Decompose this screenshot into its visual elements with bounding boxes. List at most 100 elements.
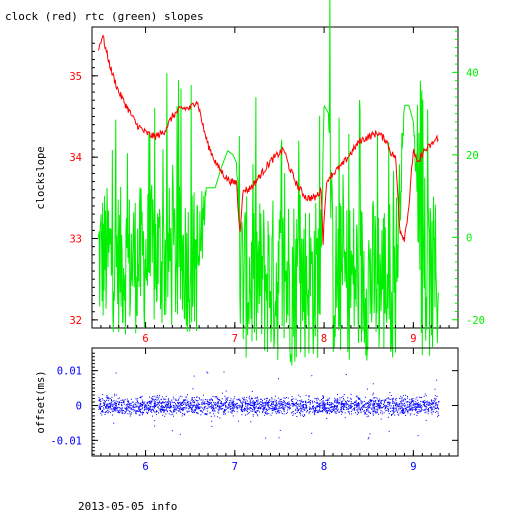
offset-point <box>272 407 274 409</box>
offset-point <box>326 411 328 413</box>
offset-point <box>231 410 233 412</box>
offset-point <box>112 405 114 407</box>
offset-point <box>183 413 185 415</box>
offset-point <box>375 409 377 411</box>
offset-point <box>333 408 335 410</box>
offset-point <box>210 399 212 401</box>
offset-point <box>159 409 161 411</box>
offset-point <box>160 410 161 412</box>
offset-point <box>167 411 169 413</box>
offset-point <box>288 401 290 403</box>
offset-point <box>189 405 190 407</box>
offset-point <box>302 405 304 407</box>
offset-point <box>277 397 279 399</box>
offset-point <box>107 411 109 413</box>
offset-point <box>183 399 185 401</box>
offset-point <box>436 395 438 397</box>
offset-point <box>300 407 301 409</box>
offset-point <box>415 404 417 406</box>
offset-point <box>186 411 188 413</box>
offset-point <box>162 409 164 411</box>
offset-point <box>197 406 199 408</box>
offset-point <box>180 408 182 409</box>
offset-point <box>384 405 386 407</box>
offset-point <box>256 403 258 405</box>
offset-point <box>260 407 262 409</box>
offset-point <box>421 410 423 412</box>
offset-point <box>218 399 220 400</box>
offset-point <box>233 404 234 405</box>
offset-point <box>239 400 241 402</box>
offset-point <box>428 404 429 406</box>
offset-point <box>241 409 243 411</box>
offset-point <box>177 402 179 404</box>
offset-point <box>434 406 436 408</box>
offset-point <box>394 402 396 404</box>
offset-point <box>130 413 132 415</box>
offset-point <box>372 411 374 413</box>
offset-point <box>348 411 349 413</box>
offset-point <box>219 417 221 419</box>
offset-point <box>404 402 405 404</box>
offset-point <box>192 404 194 406</box>
offset-point <box>437 407 439 409</box>
offset-point <box>261 404 263 406</box>
offset-point <box>99 406 101 408</box>
offset-point <box>315 398 317 400</box>
offset-point <box>356 406 358 408</box>
offset-point <box>271 402 273 404</box>
x-tick-label: 9 <box>410 333 416 345</box>
offset-point <box>398 407 400 409</box>
offset-point <box>109 403 111 405</box>
offset-point <box>267 402 269 404</box>
offset-point <box>151 409 153 411</box>
offset-point <box>218 403 220 405</box>
offset-point <box>350 403 352 405</box>
offset-point <box>374 411 376 413</box>
offset-point <box>127 400 129 402</box>
offset-point <box>393 407 395 409</box>
offset-point <box>148 410 149 412</box>
offset-point <box>175 398 177 400</box>
offset-point <box>367 405 369 407</box>
offset-point <box>197 400 199 402</box>
offset-point <box>340 406 342 408</box>
offset-point <box>322 407 324 409</box>
offset-point <box>214 403 216 405</box>
offset-point <box>372 414 374 416</box>
offset-point <box>367 409 369 411</box>
offset-point <box>376 408 378 410</box>
offset-point <box>152 415 153 417</box>
offset-point <box>136 406 138 408</box>
offset-point <box>321 408 323 409</box>
offset-point <box>398 406 400 408</box>
offset-point <box>196 404 198 406</box>
offset-point <box>343 405 345 407</box>
offset-point <box>246 403 248 405</box>
offset-point <box>267 405 269 407</box>
offset-point <box>355 403 357 405</box>
offset-point <box>190 403 192 405</box>
offset-point <box>409 407 411 409</box>
offset-point <box>435 404 437 406</box>
offset-point <box>335 408 337 410</box>
offset-point <box>321 404 322 406</box>
offset-point <box>109 398 111 400</box>
offset-point <box>433 406 435 408</box>
offset-point <box>428 410 430 412</box>
offset-point <box>275 408 277 410</box>
offset-point <box>149 400 151 402</box>
offset-point <box>185 405 187 407</box>
offset-point <box>251 408 253 410</box>
offset-point <box>308 411 310 413</box>
offset-point <box>166 401 168 403</box>
offset-point <box>206 371 208 373</box>
offset-point <box>146 411 147 413</box>
offset-point <box>365 402 367 404</box>
offset-point <box>164 411 165 413</box>
offset-point <box>144 401 146 403</box>
offset-point <box>393 402 395 404</box>
offset-point <box>309 408 311 410</box>
offset-point <box>98 405 100 407</box>
offset-point <box>197 405 199 407</box>
